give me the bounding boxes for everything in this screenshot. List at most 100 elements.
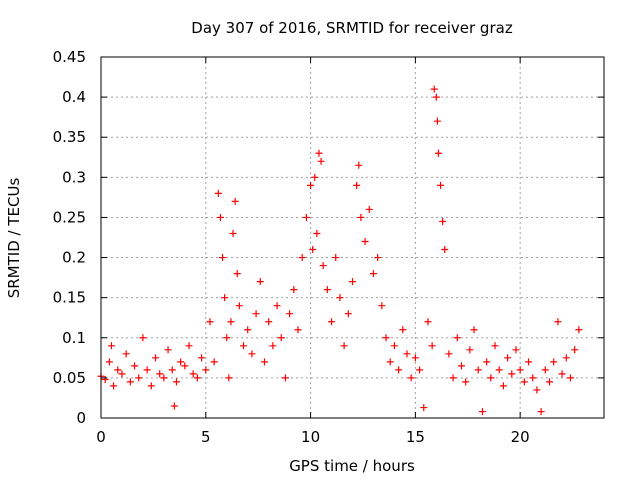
data-point: [453, 334, 461, 342]
data-point: [131, 362, 139, 370]
data-point: [332, 254, 340, 262]
data-point: [313, 229, 321, 237]
chart-title: Day 307 of 2016, SRMTID for receiver gra…: [191, 19, 513, 37]
data-point: [286, 310, 294, 318]
y-tick-label: 0.05: [53, 369, 86, 387]
data-point: [478, 408, 486, 416]
data-point: [260, 358, 268, 366]
data-point: [307, 181, 315, 189]
data-point: [181, 362, 189, 370]
data-point: [416, 366, 424, 374]
data-point: [210, 358, 218, 366]
data-point: [309, 246, 317, 254]
x-tick-label: 5: [201, 428, 211, 446]
data-point: [164, 346, 172, 354]
data-point: [439, 217, 447, 225]
data-point: [328, 318, 336, 326]
data-point: [107, 342, 115, 350]
data-point: [403, 350, 411, 358]
data-point: [399, 326, 407, 334]
data-point: [219, 254, 227, 262]
data-point: [143, 366, 151, 374]
data-point: [462, 378, 470, 386]
data-point: [512, 346, 520, 354]
data-point: [281, 374, 289, 382]
data-point: [336, 294, 344, 302]
data-point: [474, 366, 482, 374]
data-point: [114, 366, 122, 374]
data-point: [386, 358, 394, 366]
data-point: [273, 302, 281, 310]
data-point: [235, 302, 243, 310]
x-tick-label: 0: [96, 428, 106, 446]
data-point: [575, 326, 583, 334]
data-point: [122, 350, 130, 358]
data-point: [290, 286, 298, 294]
data-point: [233, 270, 241, 278]
y-tick-label: 0.3: [62, 168, 86, 186]
data-point: [193, 374, 201, 382]
data-point: [323, 286, 331, 294]
grid: [101, 57, 604, 418]
x-tick-label: 15: [406, 428, 425, 446]
data-point: [302, 213, 310, 221]
data-point: [298, 254, 306, 262]
data-point: [420, 404, 428, 412]
data-point: [311, 173, 319, 181]
data-point: [252, 310, 260, 318]
data-point: [349, 278, 356, 286]
data-point: [550, 358, 558, 366]
y-tick-label: 0.45: [53, 48, 86, 66]
data-point: [541, 366, 549, 374]
data-point: [214, 189, 222, 197]
data-point: [428, 342, 436, 350]
data-point: [424, 318, 432, 326]
y-tick-label: 0.4: [62, 88, 86, 106]
x-tick-label: 20: [511, 428, 530, 446]
data-point: [344, 310, 352, 318]
data-point: [156, 370, 164, 378]
data-point: [546, 378, 554, 386]
data-point: [483, 358, 491, 366]
data-point: [499, 382, 507, 390]
data-point: [529, 374, 537, 382]
data-point: [248, 350, 256, 358]
data-point: [139, 334, 147, 342]
data-point: [466, 346, 474, 354]
plot-frame: [100, 56, 605, 419]
data-point: [229, 229, 237, 237]
data-point: [216, 213, 224, 221]
data-point: [525, 358, 533, 366]
data-point: [432, 93, 440, 101]
data-point: [382, 334, 390, 342]
y-tick-label: 0: [76, 409, 86, 427]
data-point: [491, 342, 499, 350]
data-point: [390, 342, 398, 350]
data-point: [554, 318, 562, 326]
data-point: [562, 354, 570, 362]
data-point: [365, 205, 373, 213]
data-point: [265, 318, 273, 326]
x-tick-label: 10: [301, 428, 320, 446]
data-point: [317, 157, 325, 165]
data-point: [369, 270, 377, 278]
data-point: [470, 326, 478, 334]
data-point: [256, 278, 264, 286]
data-point: [277, 334, 285, 342]
data-point: [445, 350, 453, 358]
data-point: [504, 354, 512, 362]
data-point: [231, 197, 239, 205]
data-point: [571, 346, 579, 354]
data-point: [101, 375, 109, 383]
data-point: [147, 382, 155, 390]
data-point: [449, 374, 457, 382]
data-point: [457, 362, 465, 370]
data-point: [520, 378, 528, 386]
data-point: [269, 342, 277, 350]
data-point: [378, 302, 386, 310]
data-point: [430, 85, 438, 93]
tick-labels: 0 5 10 15 20 0 0.05 0.1 0.15 0.2 0.25 0.3 0.35 0.4 0.4…: [53, 48, 530, 446]
data-point: [240, 342, 248, 350]
data-point: [198, 354, 206, 362]
